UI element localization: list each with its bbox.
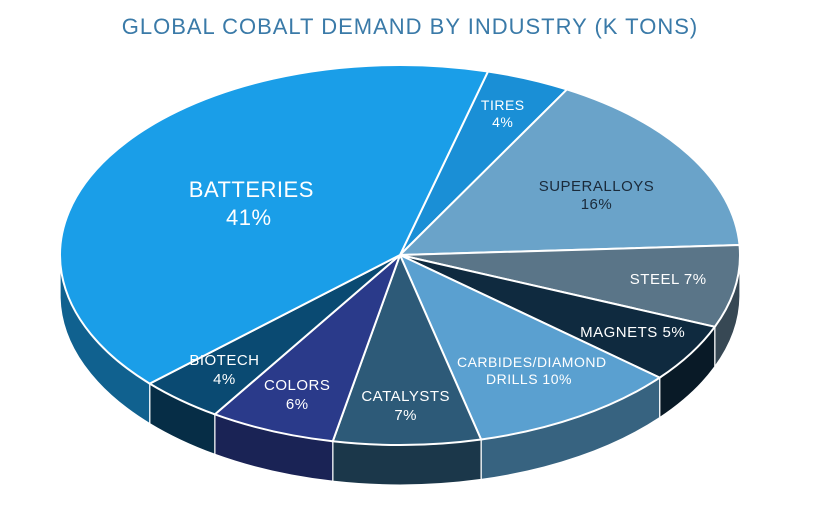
pie-slice-side: [333, 440, 481, 485]
pie-chart-container: GLOBAL COBALT DEMAND BY INDUSTRY (K TONS…: [0, 0, 820, 517]
pie-chart-svg: [0, 0, 820, 517]
